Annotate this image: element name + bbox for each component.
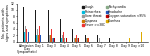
Bar [75, 38, 76, 42]
Legend: Cough, Rhinorrhea, Sore throat, Dyspnea, Fever >=38C, Tachycardia, Headache, Oxy: Cough, Rhinorrhea, Sore throat, Dyspnea,… [82, 5, 146, 28]
Bar [61, 38, 62, 42]
Bar [77, 38, 78, 42]
Bar [26, 29, 27, 42]
Bar [49, 35, 50, 42]
Bar [63, 32, 64, 42]
Bar [62, 35, 63, 42]
Bar [60, 19, 61, 42]
Bar [37, 29, 38, 42]
Bar [78, 38, 79, 42]
Bar [97, 35, 98, 42]
Bar [129, 38, 130, 42]
Bar [55, 38, 56, 42]
Bar [86, 38, 87, 42]
Bar [64, 38, 65, 42]
Bar [25, 26, 26, 42]
Bar [85, 35, 86, 42]
Bar [48, 38, 49, 42]
Bar [24, 32, 25, 42]
Bar [99, 38, 100, 42]
Bar [76, 35, 77, 42]
Bar [87, 38, 88, 42]
Bar [28, 32, 29, 42]
Bar [23, 7, 24, 42]
Bar [72, 29, 73, 42]
Bar [74, 38, 75, 42]
Bar [39, 26, 40, 42]
Bar [141, 32, 142, 42]
Y-axis label: No. patients with
signs and symptoms: No. patients with signs and symptoms [2, 4, 10, 41]
Bar [52, 38, 53, 42]
Bar [35, 10, 36, 42]
Bar [38, 35, 39, 42]
Bar [54, 38, 55, 42]
Bar [88, 38, 89, 42]
Bar [51, 29, 52, 42]
Bar [40, 35, 41, 42]
Bar [66, 38, 67, 42]
Bar [36, 35, 37, 42]
Bar [53, 38, 54, 42]
Bar [50, 35, 51, 42]
